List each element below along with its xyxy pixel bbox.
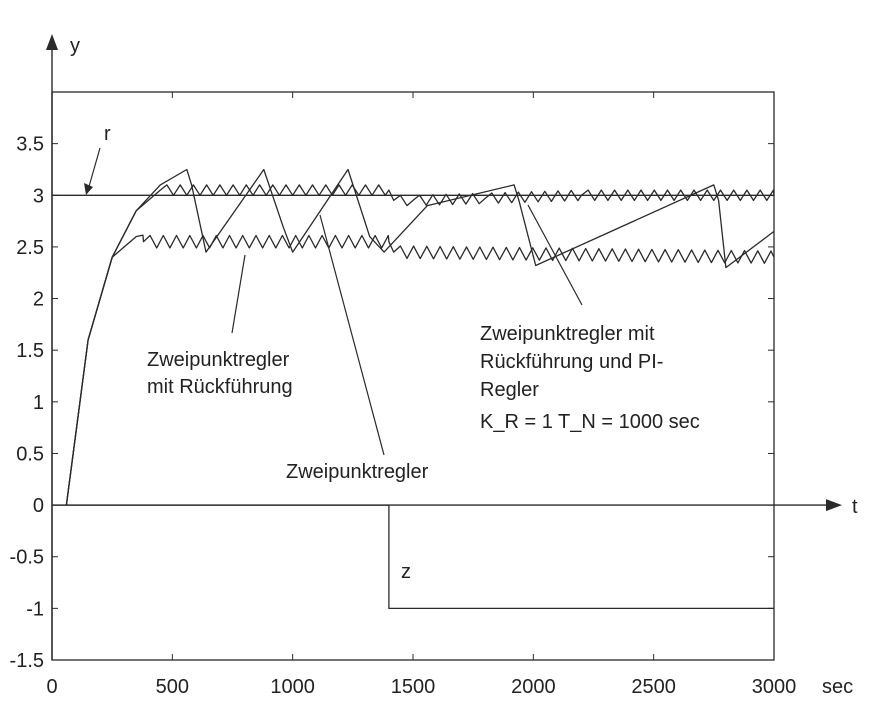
y-tick-label: -0.5 xyxy=(10,547,44,569)
y-tick-label: 3 xyxy=(33,185,44,207)
series-line xyxy=(65,234,775,506)
x-tick-label: 3000 xyxy=(752,676,797,698)
series-layer xyxy=(52,168,775,610)
x-tick-label: 500 xyxy=(156,676,189,698)
annotation-pi-line1: Zweipunktregler mit xyxy=(480,323,655,345)
y-tick-label: 0.5 xyxy=(16,443,44,465)
pointer-zweipunktregler xyxy=(319,214,385,456)
y-tick-label: 1.5 xyxy=(16,340,44,362)
pointer-r-head xyxy=(84,183,93,195)
annotation-pi-params: K_R = 1 T_N = 1000 sec xyxy=(480,411,700,433)
pointer-rueckfuehrung xyxy=(231,254,246,334)
y-tick-label: 0 xyxy=(33,495,44,517)
annotation-zweipunktregler: Zweipunktregler xyxy=(286,461,429,483)
series-line xyxy=(65,184,775,506)
x-tick-label: 0 xyxy=(46,676,57,698)
x-tick-label: 2000 xyxy=(511,676,556,698)
y-tick-label: 2 xyxy=(33,289,44,311)
annotation-pi-line2: Rückführung und PI- xyxy=(480,351,663,373)
annotation-pi-line3: Regler xyxy=(480,379,539,401)
annotations-layer: r z Zweipunktregler Zweipunktregler mit … xyxy=(70,35,858,698)
annotation-r: r xyxy=(104,123,111,145)
y-tick-label: 1 xyxy=(33,392,44,414)
y-axis-arrow xyxy=(46,34,58,50)
y-tick-label: -1.5 xyxy=(10,650,44,672)
y-tick-label: 3.5 xyxy=(16,134,44,156)
x-tick-label: 2500 xyxy=(631,676,676,698)
tick-marks xyxy=(51,92,775,661)
pointer-pi xyxy=(527,204,583,306)
y-axis-name: y xyxy=(70,35,80,57)
x-tick-label: 1000 xyxy=(270,676,315,698)
series-line xyxy=(52,504,774,610)
y-tick-label: -1 xyxy=(26,598,44,620)
x-axis-name: t xyxy=(852,496,858,518)
x-tick-label: 1500 xyxy=(391,676,436,698)
annotation-rueckfuehrung-line2: mit Rückführung xyxy=(147,376,293,398)
plot-frame xyxy=(46,34,842,661)
annotation-z: z xyxy=(401,561,411,583)
y-tick-label: 2.5 xyxy=(16,237,44,259)
tick-labels: 0 500 1000 1500 2000 2500 3000 -1.5 -1 -0.5 0 0.5 1 1… xyxy=(10,134,797,698)
annotation-pointers xyxy=(84,147,583,456)
pointer-r xyxy=(87,147,101,191)
x-axis-arrow xyxy=(826,499,842,512)
series-line xyxy=(65,168,775,506)
x-axis-unit: sec xyxy=(822,676,853,698)
annotation-rueckfuehrung-line1: Zweipunktregler xyxy=(147,349,290,371)
